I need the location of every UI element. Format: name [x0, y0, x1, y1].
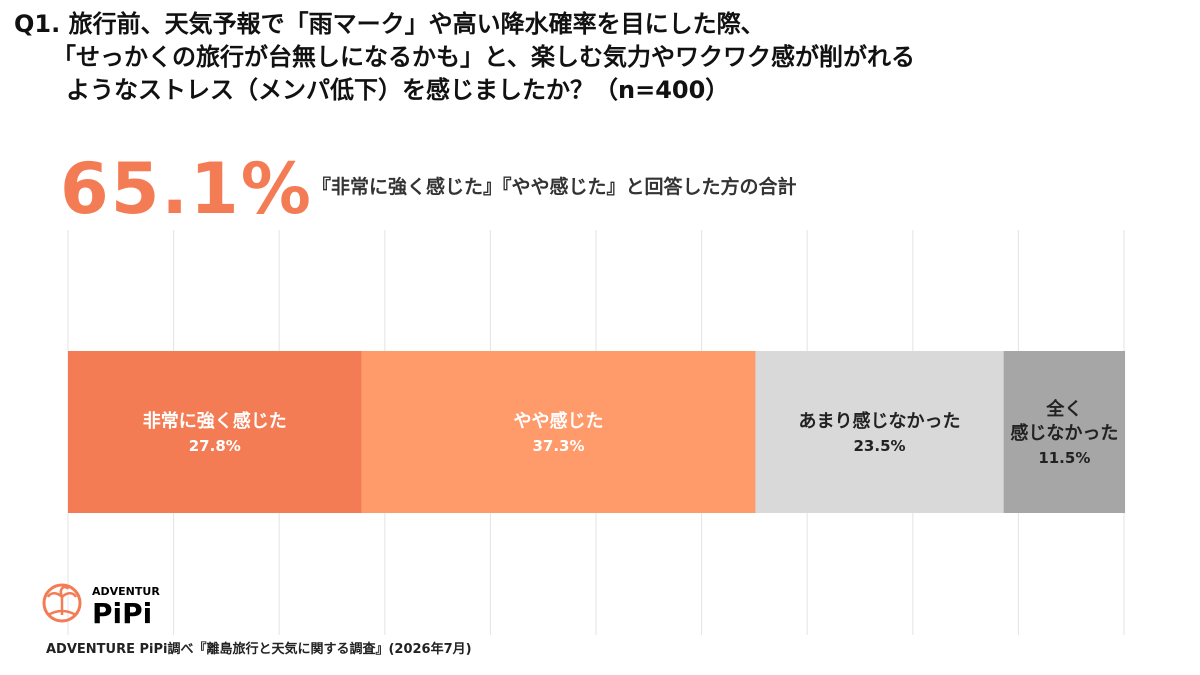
bar-segment-2 [361, 351, 756, 513]
highlight-caption: 『非常に強く感じた』『やや感じた』と回答した方の合計 [312, 176, 797, 198]
logo-mark-icon: ADVENTURE PiPi [42, 583, 167, 630]
bar-segment-1 [68, 351, 362, 513]
question-title: Q1. 旅行前、天気予報で「雨マーク」や高い降水確率を目にした際、 「せっかくの… [14, 8, 915, 107]
bar-value-label: 11.5% [1038, 449, 1090, 467]
highlight-percentage: 65.1% [60, 148, 313, 230]
bar-category-label: やや感じた [514, 410, 604, 432]
bar-value-label: 27.8% [189, 437, 241, 455]
question-line-1: Q1. 旅行前、天気予報で「雨マーク」や高い降水確率を目にした際、 [14, 10, 765, 38]
adventure-pipi-logo: ADVENTURE PiPi [40, 575, 167, 635]
bar-category-label: あまり感じなかった [799, 410, 961, 432]
bar-category-label: 非常に強く感じた [143, 410, 287, 432]
question-line-3: ようなストレス（メンパ低下）を感じましたか？（n=400） [66, 76, 730, 104]
bar-segment-3 [755, 351, 1004, 513]
bar-category-label: 感じなかった [1010, 422, 1118, 444]
bar-category-label: 全く [1045, 398, 1082, 420]
bar-value-label: 23.5% [854, 437, 906, 455]
bar-value-label: 37.3% [532, 437, 584, 455]
source-note: ADVENTURE PiPi調べ『離島旅行と天気に関する調査』(2026年7月) [46, 642, 472, 657]
logo-bottom-text: PiPi [92, 597, 152, 630]
question-line-2: 「せっかくの旅行が台無しになるかも」と、楽しむ気力やワクワク感が削がれる [52, 43, 916, 71]
bar-segment-4 [1003, 351, 1126, 513]
logo-top-text: ADVENTURE [92, 585, 160, 598]
